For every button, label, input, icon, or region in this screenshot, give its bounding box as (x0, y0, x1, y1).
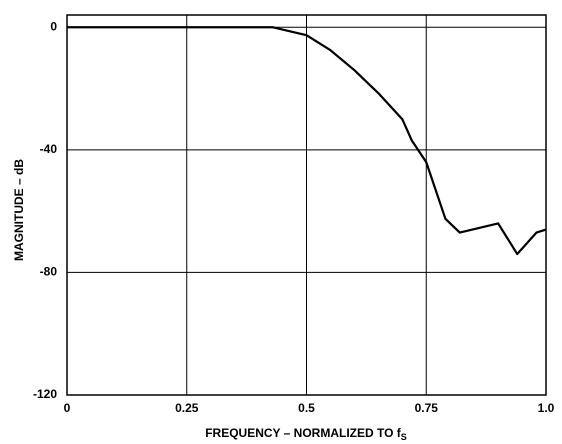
x-tick-label: 1.0 (538, 401, 555, 415)
y-tick-label: 0 (50, 19, 57, 33)
y-tick-label: -40 (40, 142, 58, 156)
x-axis-label: FREQUENCY – NORMALIZED TO fS (205, 426, 407, 442)
x-tick-label: 0.5 (298, 401, 315, 415)
x-tick-label: 0.25 (175, 401, 199, 415)
y-tick-label: -80 (40, 265, 58, 279)
x-tick-label: 0 (64, 401, 71, 415)
line (67, 26, 547, 256)
x-axis-label-main: FREQUENCY – NORMALIZED TO f (205, 426, 402, 440)
x-tick-label: 0.75 (415, 401, 439, 415)
y-axis-label: MAGNITUDE – dB (12, 159, 26, 261)
plot-frame (66, 14, 547, 396)
x-axis-label-sub: S (401, 432, 407, 442)
y-tick-label: -120 (33, 387, 57, 401)
